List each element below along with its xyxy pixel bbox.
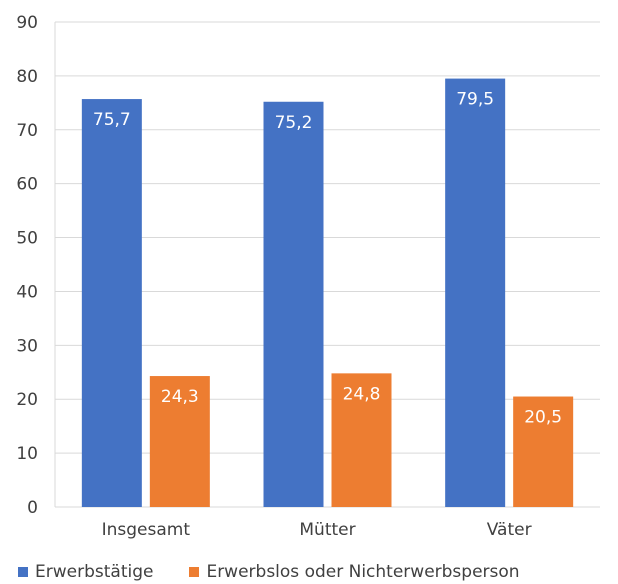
data-label: 75,7 <box>93 110 131 130</box>
legend-item-erwerbslos: Erwerbslos oder Nichterwerbsperson <box>189 562 520 582</box>
data-label: 20,5 <box>524 408 562 428</box>
y-axis: 0 10 20 30 40 50 60 70 80 90 <box>16 13 56 518</box>
x-category-label: Mütter <box>299 520 355 540</box>
bar-erwerbslos-0 <box>149 376 210 507</box>
legend-item-erwerbstaetige: Erwerbstätige <box>18 562 153 582</box>
legend: Erwerbstätige Erwerbslos oder Nichterwer… <box>18 562 520 582</box>
bar-erwerbstaetige-0 <box>81 99 142 508</box>
legend-swatch-erwerbstaetige <box>18 567 28 577</box>
data-label: 79,5 <box>456 90 494 110</box>
y-tick-label: 20 <box>16 390 38 410</box>
data-label: 24,3 <box>161 387 199 407</box>
y-tick-label: 60 <box>16 175 38 195</box>
y-tick-label: 0 <box>27 498 38 518</box>
x-axis: Insgesamt Mütter Väter <box>102 520 532 540</box>
bar-erwerbstaetige-2 <box>445 78 506 507</box>
x-category-label: Väter <box>487 520 532 540</box>
y-tick-label: 80 <box>16 67 38 87</box>
bar-erwerbslos-2 <box>513 396 574 507</box>
y-tick-label: 30 <box>16 336 38 356</box>
x-category-label: Insgesamt <box>102 520 191 540</box>
data-label: 75,2 <box>275 113 313 133</box>
bar-erwerbstaetige-1 <box>263 101 324 507</box>
legend-label-erwerbslos: Erwerbslos oder Nichterwerbsperson <box>206 562 520 582</box>
y-tick-label: 10 <box>16 444 38 464</box>
y-tick-label: 40 <box>16 282 38 302</box>
legend-swatch-erwerbslos <box>189 567 200 577</box>
y-tick-label: 70 <box>16 121 38 141</box>
data-label: 24,8 <box>343 384 381 404</box>
y-tick-label: 50 <box>16 229 38 249</box>
bar-chart: 0 10 20 30 40 50 60 70 80 90 75,7 24,3 75,2 24,8 79,5… <box>16 13 600 540</box>
bar-erwerbslos-1 <box>331 373 392 507</box>
gridlines <box>55 21 600 508</box>
legend-label-erwerbstaetige: Erwerbstätige <box>35 562 154 582</box>
bars: 75,7 24,3 75,2 24,8 79,5 20,5 <box>81 78 574 508</box>
y-tick-label: 90 <box>16 13 38 33</box>
